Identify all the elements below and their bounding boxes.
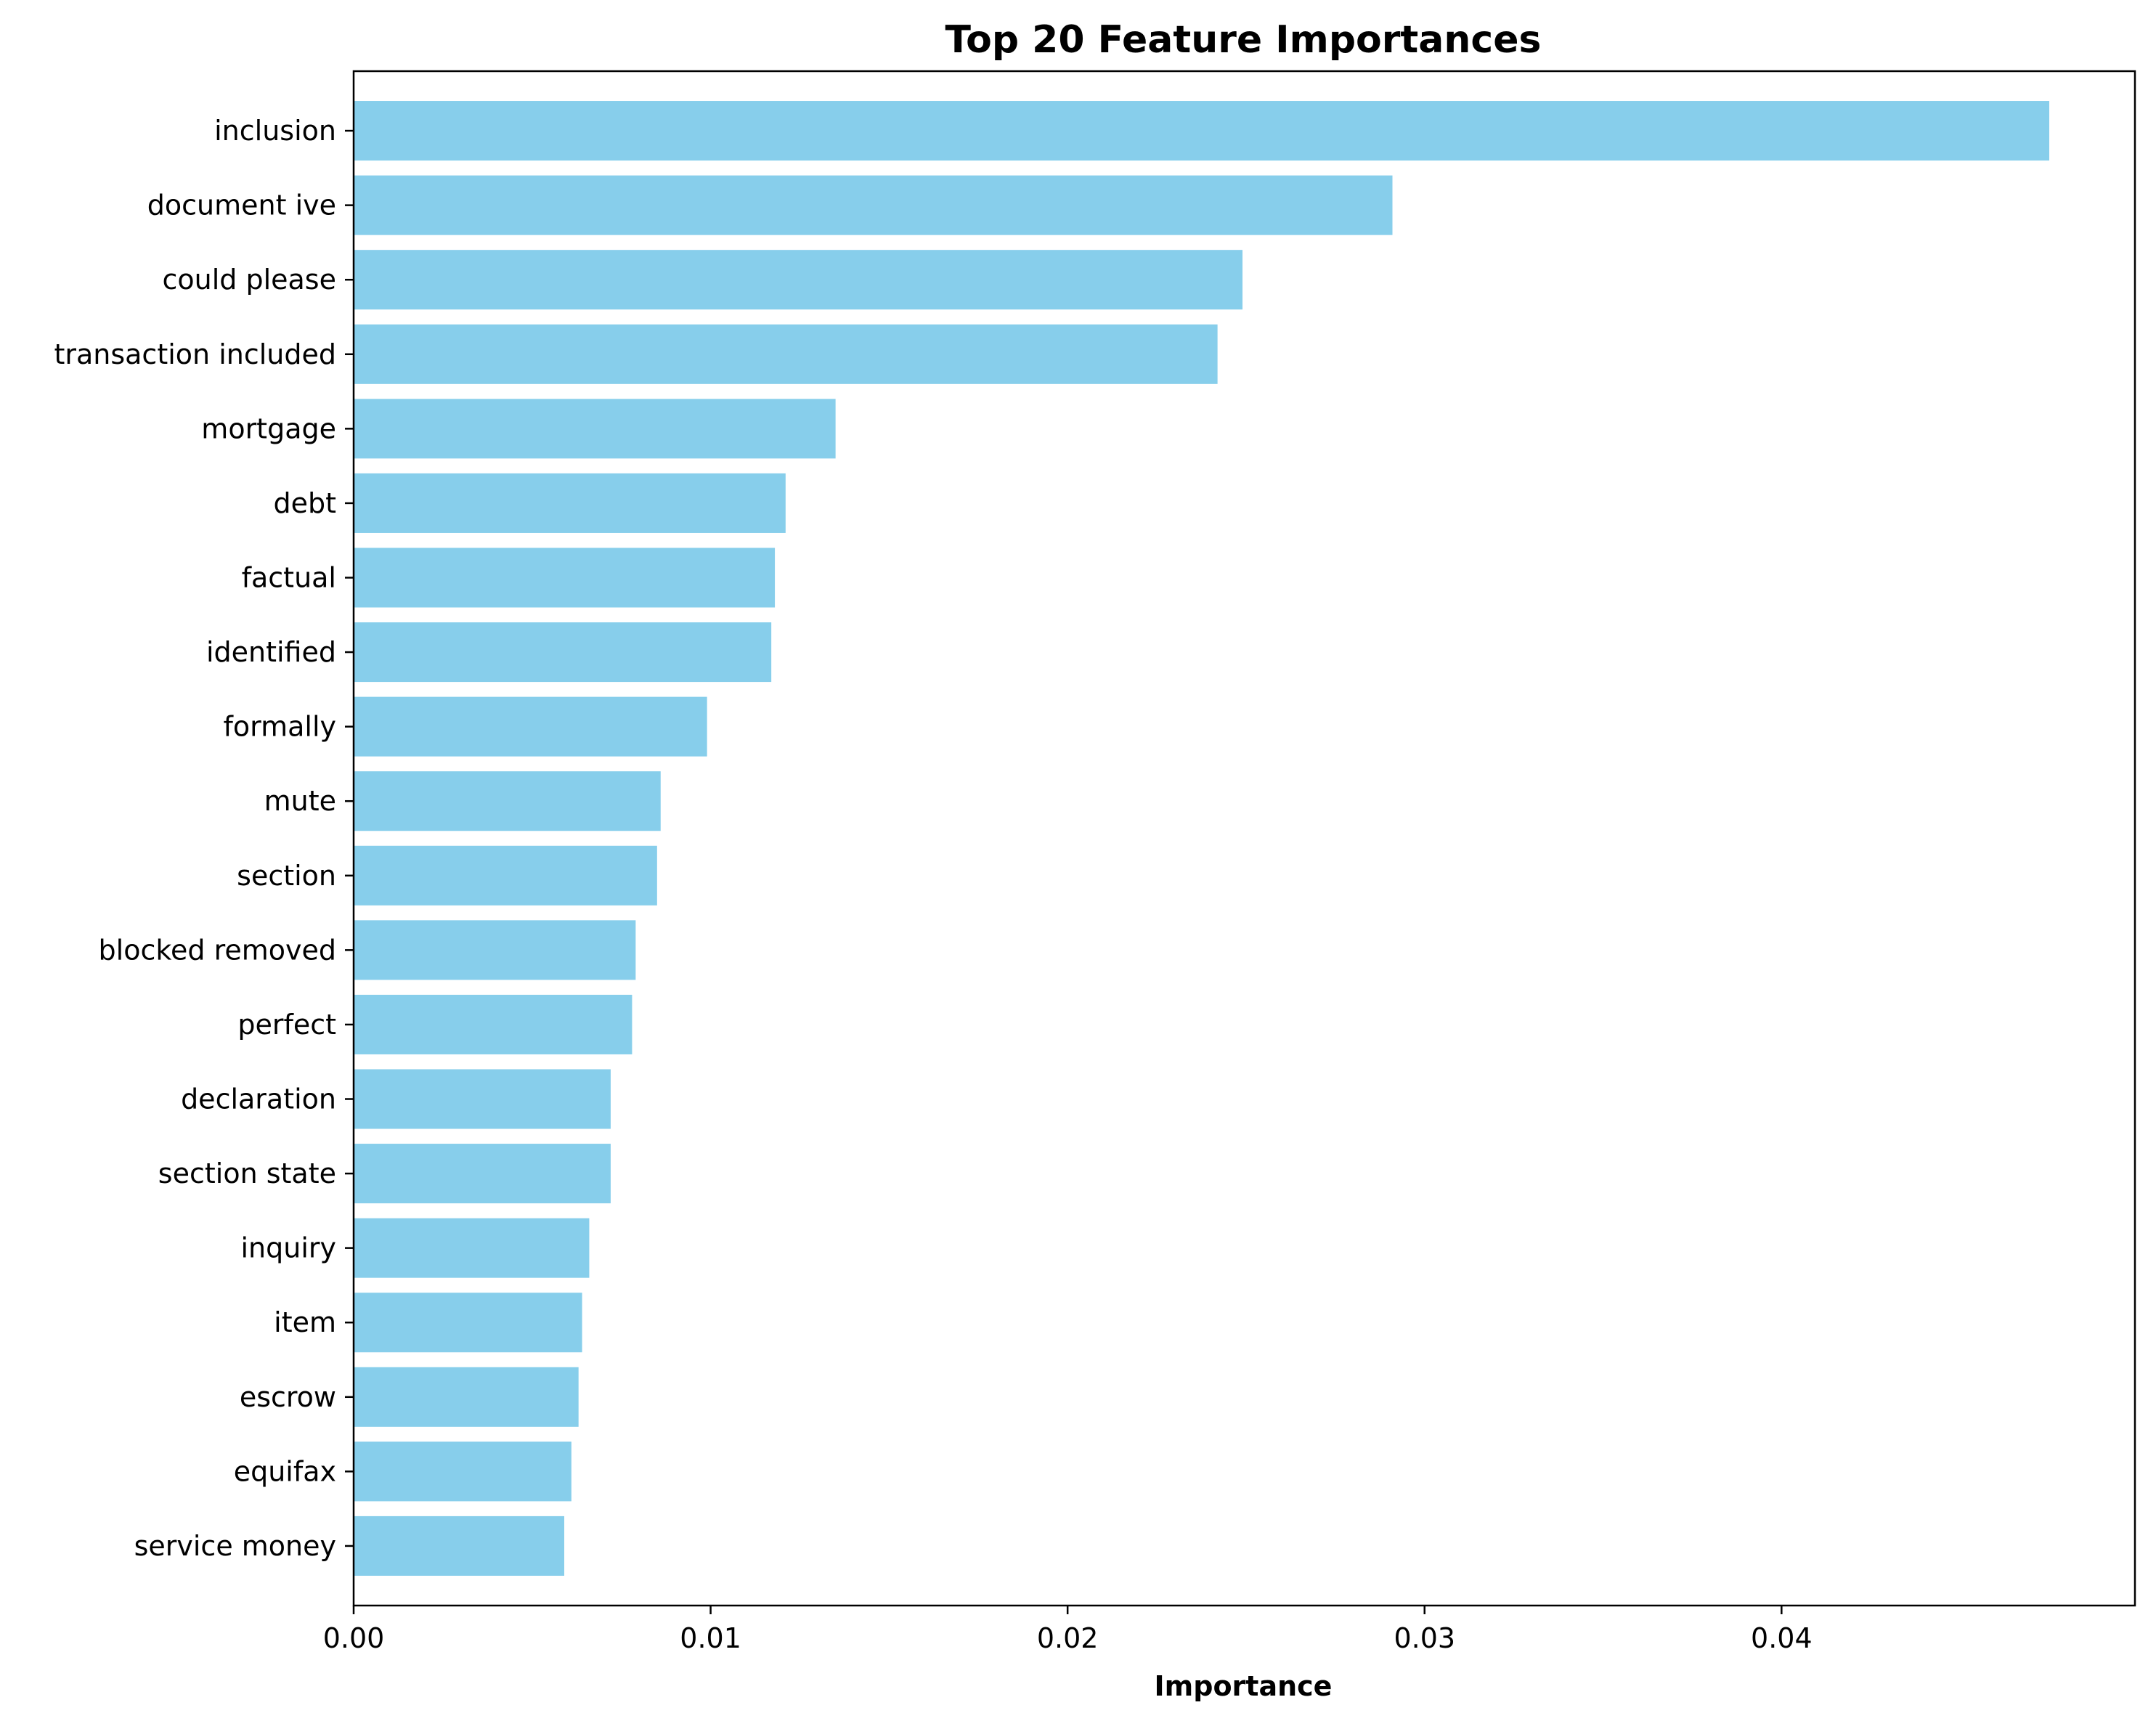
y-tick-label: mute (264, 785, 336, 817)
y-tick-label: mortgage (201, 412, 336, 444)
bar-factual (354, 548, 776, 608)
bar-service-money (354, 1515, 565, 1576)
y-tick-label: blocked removed (99, 934, 336, 966)
bar-document-ive (354, 175, 1393, 235)
bar-identified (354, 622, 772, 683)
bar-escrow (354, 1367, 579, 1427)
x-tick-label: 0.02 (1037, 1622, 1099, 1654)
bar-perfect (354, 994, 632, 1054)
x-tick-label: 0.00 (323, 1622, 385, 1654)
y-tick-label: could please (162, 264, 336, 296)
bar-section-state (354, 1144, 611, 1204)
bars-group (354, 101, 2050, 1576)
y-tick-label: transaction included (54, 338, 336, 370)
bar-could-please (354, 250, 1243, 310)
y-tick-label: inclusion (214, 115, 336, 147)
y-tick-label: section state (158, 1157, 336, 1189)
y-tick-label: debt (273, 487, 336, 519)
bar-section (354, 845, 657, 906)
y-tick-label: escrow (240, 1381, 336, 1413)
x-tick-label: 0.03 (1394, 1622, 1455, 1654)
bar-debt (354, 473, 786, 533)
bar-transaction-included (354, 324, 1218, 384)
y-tick-label: item (274, 1306, 336, 1338)
y-tick-label: formally (224, 711, 337, 743)
x-axis-ticks: 0.00 0.01 0.02 0.03 0.04 (323, 1606, 1813, 1654)
x-tick-label: 0.04 (1751, 1622, 1813, 1654)
plot-frame (352, 70, 2136, 1607)
bar-declaration (354, 1069, 611, 1129)
bar-blocked-removed (354, 920, 636, 980)
bar-inclusion (354, 101, 2050, 161)
bar-mortgage (354, 399, 836, 459)
y-tick-label: equifax (234, 1455, 336, 1487)
x-axis-label: Importance (1155, 1670, 1333, 1702)
bar-formally (354, 696, 707, 757)
y-axis-ticks: inclusion document ive could please transac… (54, 115, 354, 1562)
bar-item (354, 1293, 582, 1353)
y-tick-label: identified (206, 636, 336, 668)
bar-mute (354, 771, 661, 831)
bar-inquiry (354, 1218, 590, 1278)
y-tick-label: inquiry (240, 1232, 336, 1264)
x-tick-label: 0.01 (680, 1622, 741, 1654)
y-tick-label: section (237, 860, 336, 892)
y-tick-label: perfect (237, 1009, 336, 1041)
y-tick-label: service money (134, 1530, 336, 1562)
bar-equifax (354, 1441, 571, 1502)
y-tick-label: factual (242, 561, 336, 593)
y-tick-label: declaration (181, 1083, 336, 1115)
chart-title: Top 20 Feature Importances (945, 18, 1542, 62)
y-tick-label: document ive (147, 190, 336, 221)
